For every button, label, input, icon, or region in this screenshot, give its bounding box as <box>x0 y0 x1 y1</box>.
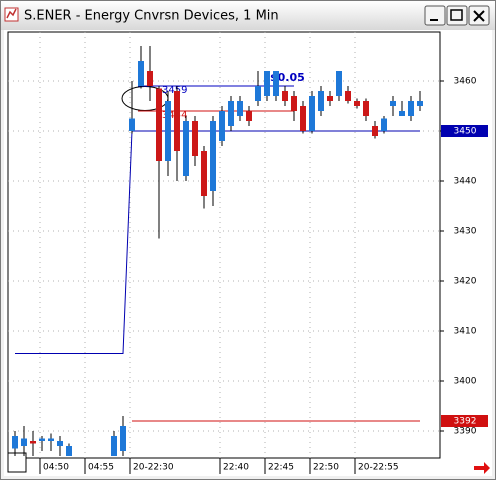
candle-body <box>156 88 162 161</box>
app-icon <box>4 7 19 22</box>
candle-body <box>246 111 252 121</box>
candle-body <box>138 61 144 86</box>
y-tick-label: 3430 <box>454 227 477 237</box>
x-tick-label: 04:50 <box>43 463 69 473</box>
candle-body <box>12 436 18 449</box>
minimize-button[interactable] <box>424 5 446 26</box>
candle-body <box>39 438 45 441</box>
candle-body <box>354 101 360 106</box>
close-button[interactable] <box>468 5 490 26</box>
candle-body <box>345 91 351 101</box>
marker-label: 3459 <box>162 85 187 96</box>
candle-body <box>228 101 234 126</box>
candle-body <box>129 118 135 131</box>
candle-body <box>291 96 297 111</box>
candle-body <box>282 91 288 101</box>
candle-body <box>111 436 117 456</box>
candle-body <box>255 86 261 101</box>
candle-body <box>336 71 342 96</box>
title-bar <box>1 1 495 30</box>
corner-box[interactable] <box>7 452 27 473</box>
candle-body <box>390 101 396 106</box>
y-tick-label: 3460 <box>454 77 477 87</box>
scroll-arrow[interactable] <box>474 462 490 474</box>
candle-body <box>399 111 405 116</box>
candle-body <box>21 438 27 446</box>
x-tick-label: 04:55 <box>88 463 114 473</box>
candle-body <box>327 96 333 101</box>
candle-body <box>147 71 153 86</box>
candle-body <box>174 91 180 151</box>
y-tick-label: 3410 <box>454 327 477 337</box>
last-value-label: 3450 <box>454 127 477 137</box>
candle-body <box>192 121 198 156</box>
x-tick-label: 22:40 <box>223 463 249 473</box>
candle-body <box>57 441 63 446</box>
candle-body <box>363 101 369 116</box>
candle-body <box>417 101 423 106</box>
candle-body <box>309 96 315 131</box>
maximize-button[interactable] <box>446 5 468 26</box>
y-tick-label: 3420 <box>454 277 477 287</box>
candle-body <box>273 71 279 96</box>
candle-body <box>48 438 54 441</box>
x-tick-label: 22:45 <box>268 463 294 473</box>
plot-area <box>7 31 441 459</box>
candle-body <box>237 101 243 116</box>
y-tick-label: 3440 <box>454 177 477 187</box>
candle-body <box>201 151 207 196</box>
candle-body <box>66 446 72 456</box>
candle-body <box>300 106 306 131</box>
candle-body <box>318 91 324 111</box>
last-value-box <box>441 415 488 427</box>
candle-body <box>210 121 216 191</box>
y-tick-label: 3390 <box>454 427 477 437</box>
candle-body <box>120 426 126 451</box>
window-title: S.ENER - Energy Cnvrsn Devices, 1 Min <box>24 9 279 24</box>
x-tick-label: 20-22:30 <box>133 463 174 473</box>
candle-body <box>219 111 225 141</box>
candle-body <box>183 121 189 176</box>
candle-body <box>381 118 387 131</box>
y-tick-label: 3400 <box>454 377 477 387</box>
price-line <box>15 130 420 354</box>
candle-body <box>264 71 270 96</box>
last-value-box <box>441 125 488 137</box>
candle-body <box>372 126 378 136</box>
candle-body <box>30 441 36 444</box>
x-tick-label: 22:50 <box>313 463 339 473</box>
candle-body <box>408 101 414 116</box>
last-value-label: 3392 <box>454 417 477 427</box>
x-tick-label: 20-22:55 <box>358 463 399 473</box>
candle-body <box>165 101 171 161</box>
